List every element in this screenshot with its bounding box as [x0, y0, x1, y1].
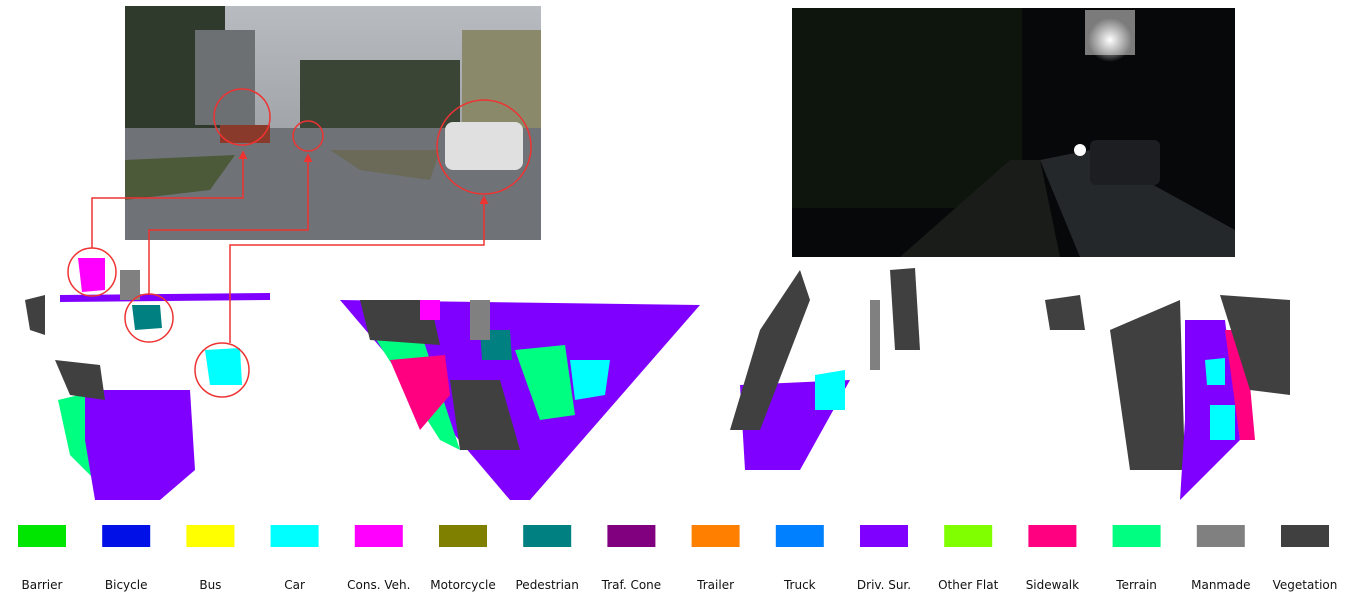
point-cloud-region	[1205, 358, 1225, 385]
point-cloud-region	[85, 390, 195, 500]
point-cloud-region	[1220, 295, 1290, 395]
point-cloud-region	[420, 300, 440, 320]
legend-swatch	[691, 525, 740, 547]
legend-label: Manmade	[1191, 578, 1250, 592]
legend-swatch	[944, 525, 993, 547]
point-cloud-region	[450, 380, 520, 450]
point-cloud-region	[815, 370, 845, 410]
point-cloud-region	[470, 300, 490, 340]
legend-label: Sidewalk	[1026, 578, 1079, 592]
legend-swatch	[775, 525, 824, 547]
legend-swatch	[607, 525, 656, 547]
legend-label: Trailer	[696, 578, 734, 592]
point-cloud-region	[570, 360, 610, 400]
legend-swatch	[102, 525, 151, 547]
point-cloud-region	[55, 360, 105, 400]
legend-swatch	[1028, 525, 1077, 547]
legend-label: Terrain	[1115, 578, 1157, 592]
point-cloud-region	[1045, 295, 1085, 330]
point-cloud-region	[205, 348, 242, 385]
legend-label: Bicycle	[105, 578, 148, 592]
point-cloud-region	[890, 268, 920, 350]
legend-label: Vegetation	[1273, 578, 1338, 592]
legend-swatch	[1112, 525, 1161, 547]
point-cloud-region	[78, 258, 105, 292]
point-cloud-region	[1210, 405, 1235, 440]
legend-swatch	[270, 525, 319, 547]
legend: Barrier Bicycle Bus Car Cons. Veh. Motorcycle…	[18, 525, 1337, 592]
legend-label: Car	[284, 578, 305, 592]
legend-swatch	[439, 525, 487, 547]
legend-label: Cons. Veh.	[347, 578, 410, 592]
point-cloud-region	[1110, 300, 1185, 470]
point-clouds	[25, 258, 1290, 500]
legend-label: Traf. Cone	[601, 578, 662, 592]
legend-swatch	[860, 525, 908, 547]
point-cloud-region	[390, 355, 450, 430]
legend-swatch	[18, 525, 66, 547]
annotations	[67, 88, 532, 398]
legend-label: Other Flat	[938, 578, 998, 592]
legend-label: Motorcycle	[430, 578, 495, 592]
point-cloud-region	[120, 270, 140, 300]
point-cloud-region	[60, 293, 270, 302]
night-photo	[792, 8, 1235, 257]
legend-swatch	[354, 525, 403, 547]
point-cloud-region	[25, 295, 45, 335]
point-cloud-region	[730, 270, 810, 430]
legend-label: Driv. Sur.	[857, 578, 911, 592]
legend-swatch	[523, 525, 572, 547]
point-cloud-region	[515, 345, 575, 420]
legend-label: Barrier	[22, 578, 63, 592]
point-cloud-region	[132, 305, 162, 330]
point-cloud-region	[870, 300, 880, 370]
legend-label: Pedestrian	[516, 578, 579, 592]
day-photo	[125, 6, 541, 240]
point-cloud-region	[340, 300, 700, 500]
legend-label: Bus	[199, 578, 221, 592]
legend-swatch	[1196, 525, 1245, 547]
legend-swatch	[1281, 525, 1329, 547]
legend-swatch	[186, 525, 235, 547]
legend-label: Truck	[783, 578, 816, 592]
